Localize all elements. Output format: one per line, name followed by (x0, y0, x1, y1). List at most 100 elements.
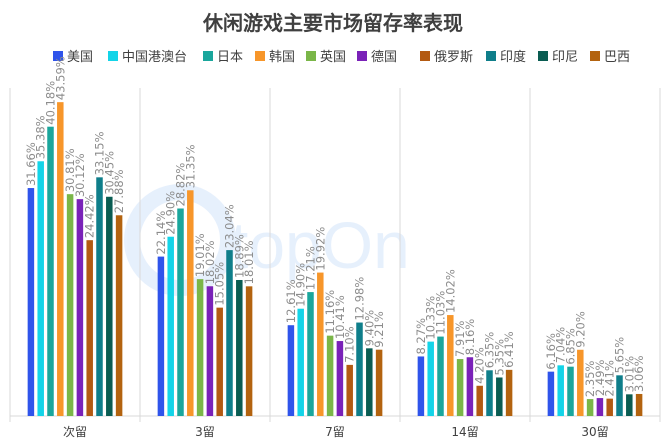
data-label: 9.20% (573, 311, 587, 348)
data-label: 3.06% (632, 355, 646, 392)
data-label: 35.38% (34, 115, 48, 159)
bar (187, 190, 194, 416)
data-label: 43.59% (53, 56, 67, 100)
legend-swatch (203, 51, 213, 61)
data-label: 14.90% (294, 263, 308, 307)
bar (76, 199, 84, 416)
bar (567, 366, 574, 416)
data-label: 9.21% (372, 311, 386, 348)
data-label: 23.04% (223, 204, 237, 248)
bar (577, 349, 584, 416)
bar (496, 377, 503, 416)
data-label: 14.02% (443, 269, 457, 313)
legend: 美国 中国港澳台 日本 韩国 英国 德国 俄罗斯 印度 印尼 巴西 (53, 49, 630, 65)
watermark-text: topOn (230, 208, 410, 282)
legend-swatch (420, 51, 430, 61)
bar (437, 336, 444, 416)
data-label: 11.16% (323, 290, 337, 334)
legend-swatch (357, 51, 367, 61)
data-label: 18.02% (203, 240, 217, 284)
data-label: 31.66% (24, 142, 38, 186)
x-tick-label: 7留 (325, 425, 345, 439)
x-tick-label: 次留 (63, 425, 87, 439)
legend-swatch (108, 51, 118, 61)
bar (586, 399, 594, 416)
bar (297, 308, 304, 416)
legend-swatch (486, 51, 496, 61)
bar (66, 194, 74, 416)
bar (616, 375, 623, 416)
bar (216, 307, 223, 416)
data-label: 10.33% (424, 296, 438, 340)
data-label: 7.10% (343, 326, 357, 363)
data-label: 17.21% (304, 246, 318, 290)
x-tick-label: 3留 (195, 425, 215, 439)
bar (317, 272, 324, 416)
data-label: 30.12% (73, 153, 87, 197)
legend-label: 英国 (320, 50, 346, 65)
legend-label: 印尼 (552, 50, 578, 65)
bar (236, 279, 243, 416)
bar (96, 177, 103, 416)
bar (177, 208, 184, 416)
legend-label: 德国 (371, 50, 397, 65)
bar (547, 371, 555, 416)
legend-label: 中国港澳台 (122, 49, 187, 65)
bar (417, 356, 425, 416)
bar (427, 341, 434, 416)
data-label: 8.16% (463, 319, 477, 356)
x-tick-label: 30留 (581, 425, 608, 439)
data-label: 40.18% (44, 81, 58, 125)
data-label: 5.35% (492, 339, 506, 376)
bar (307, 292, 314, 416)
data-label: 18.01% (242, 240, 256, 284)
legend-label: 巴西 (604, 50, 630, 65)
legend-label: 俄罗斯 (434, 50, 473, 65)
data-label: 19.01% (193, 233, 207, 277)
data-label: 6.35% (483, 332, 497, 369)
bar (447, 315, 454, 416)
data-label: 30.81% (63, 148, 77, 192)
data-label: 6.85% (564, 328, 578, 365)
chart-title: 休闲游戏主要市场留存率表现 (202, 11, 463, 35)
data-label: 2.49% (593, 359, 607, 396)
legend-label: 韩国 (269, 50, 295, 65)
bar (346, 364, 353, 416)
bar (557, 365, 564, 416)
bar (366, 348, 373, 416)
data-label: 27.88% (112, 169, 126, 213)
data-label: 24.42% (83, 194, 97, 238)
bar (336, 341, 344, 416)
data-label: 5.65% (613, 337, 627, 374)
legend-swatch (306, 51, 316, 61)
bar (37, 161, 44, 416)
bar (635, 393, 643, 416)
legend-swatch (255, 51, 265, 61)
data-label: 8.27% (414, 318, 428, 355)
data-label: 22.14% (154, 211, 168, 255)
bar (167, 236, 174, 416)
bar (326, 335, 334, 416)
bar (57, 102, 64, 416)
bar (245, 286, 253, 416)
legend-swatch (590, 51, 600, 61)
data-label: 24.90% (164, 191, 178, 235)
data-label: 31.35% (183, 144, 197, 188)
bar (626, 394, 633, 416)
data-label: 2.41% (603, 360, 617, 397)
bar (47, 126, 54, 416)
bar (596, 398, 604, 416)
bar (356, 322, 363, 416)
data-label: 2.35% (583, 360, 597, 397)
bar (226, 250, 233, 416)
x-tick-label: 14留 (451, 425, 478, 439)
data-label: 28.82% (174, 163, 188, 207)
bar (106, 196, 113, 416)
bar (287, 325, 295, 416)
data-label: 18.89% (232, 234, 246, 278)
data-label: 6.16% (544, 333, 558, 370)
data-label: 11.03% (434, 291, 448, 335)
legend-swatch (53, 51, 63, 61)
bar (27, 188, 35, 416)
